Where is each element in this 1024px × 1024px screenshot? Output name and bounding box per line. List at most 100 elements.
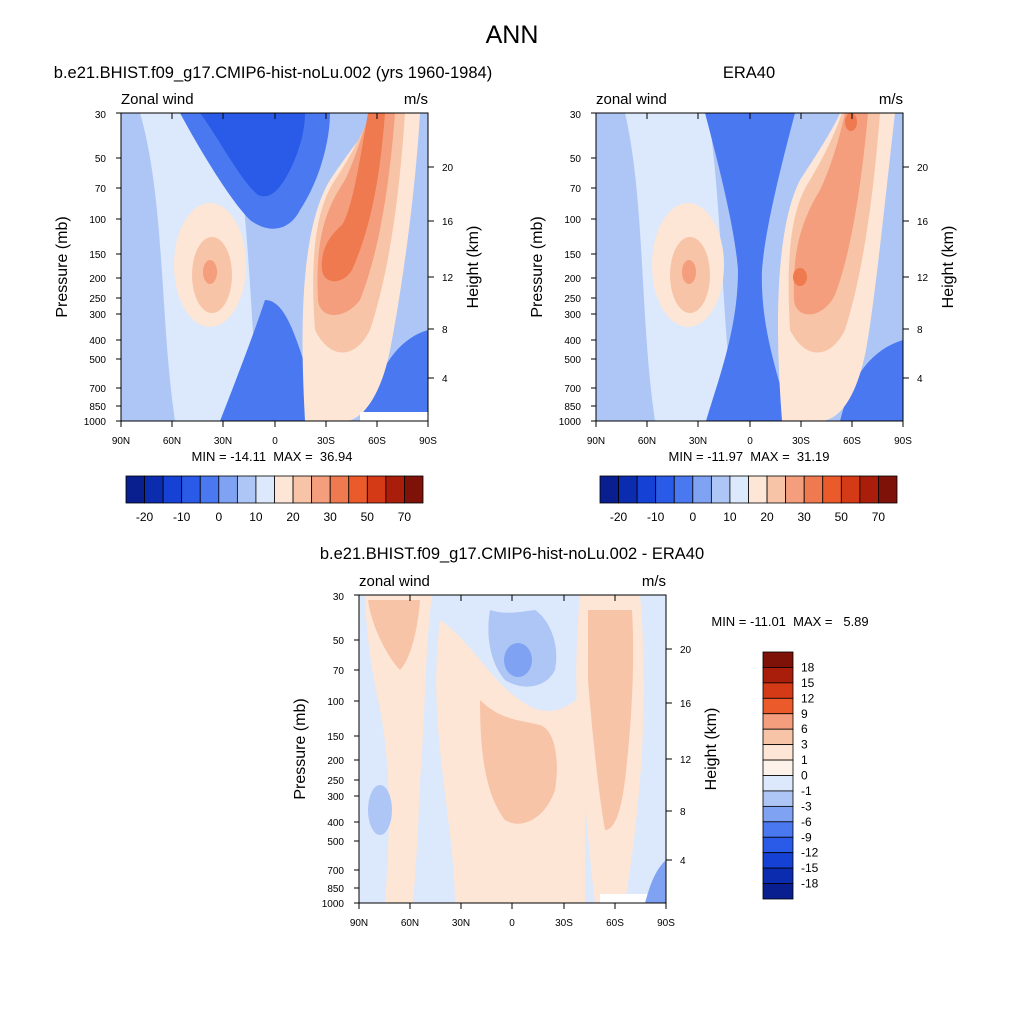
x-tick-label: 30S [792, 436, 810, 447]
colorbar-label: -3 [801, 799, 812, 813]
y-tick-label: 300 [564, 310, 581, 321]
y-tick-label: 500 [327, 837, 344, 848]
y-axis-ticks: 30 50 70 100 150 200 250 300 400 500 700… [559, 110, 596, 428]
x-axis-ticks: 90N 60N 30N 0 30S 60S 90S [112, 113, 437, 447]
colorbar-swatch [274, 475, 294, 504]
colorbar-label: -6 [801, 815, 812, 829]
x-tick-label: 0 [272, 436, 278, 447]
jet-south-core [793, 268, 807, 286]
colorbar-swatch [762, 836, 794, 854]
y2-tick-label: 4 [680, 856, 686, 867]
colorbar-label: -12 [801, 846, 819, 860]
colorbar-swatch [762, 883, 794, 900]
y-tick-label: 70 [95, 184, 107, 195]
y-tick-label: 1000 [559, 417, 582, 428]
polar-east-region [840, 340, 903, 421]
jet-south-core [321, 113, 385, 282]
y-tick-label: 400 [564, 336, 581, 347]
y-tick-label: 30 [95, 110, 107, 121]
x-axis-ticks: 90N 60N 30N 0 30S 60S 90S [350, 595, 675, 929]
panel-difference: b.e21.BHIST.f09_g17.CMIP6-hist-noLu.002 … [292, 545, 869, 929]
colorbar-swatch [729, 475, 749, 504]
colorbar-swatch [655, 475, 675, 504]
west-positive-core [368, 600, 420, 670]
y2-tick-label: 8 [442, 325, 448, 336]
y2-axis-label: Height (km) [465, 226, 482, 309]
y-tick-label: 200 [327, 756, 344, 767]
x-tick-label: 90S [657, 918, 675, 929]
colorbar-swatch [673, 475, 694, 504]
colorbar-swatch [762, 713, 794, 730]
colorbar-swatch [692, 475, 712, 504]
x-tick-label: 30S [555, 918, 573, 929]
y-tick-label: 400 [89, 336, 106, 347]
colorbar-label: 0 [801, 769, 808, 783]
panel-title: b.e21.BHIST.f09_g17.CMIP6-hist-noLu.002 … [320, 545, 704, 563]
y2-tick-marks [428, 166, 434, 379]
colorbar-swatch [404, 475, 424, 504]
y-tick-marks [354, 594, 359, 904]
colorbar-swatch [878, 475, 898, 504]
colorbar-label: -20 [610, 510, 628, 524]
x-tick-label: 90N [587, 436, 605, 447]
x-axis-ticks: 90N 60N 30N 0 30S 60S 90S [587, 113, 912, 447]
equatorial-easterly [705, 113, 795, 421]
y-tick-label: 100 [89, 215, 106, 226]
y-tick-label: 850 [89, 402, 106, 413]
x-tick-label: 0 [747, 436, 753, 447]
west-positive-band [365, 595, 432, 903]
panel-title: b.e21.BHIST.f09_g17.CMIP6-hist-noLu.002 … [54, 64, 492, 82]
colorbar-label: 12 [801, 691, 815, 705]
y-tick-label: 850 [327, 884, 344, 895]
x-tick-label: 60S [843, 436, 861, 447]
right-label: m/s [879, 91, 903, 108]
y2-axis-label: Height (km) [703, 708, 720, 791]
colorbar-label: 50 [835, 510, 849, 524]
colorbar-label: 9 [801, 707, 808, 721]
y-tick-label: 150 [327, 732, 344, 743]
colorbar-swatch [762, 682, 794, 699]
y2-tick-label: 20 [917, 163, 929, 174]
x-tick-label: 30S [317, 436, 335, 447]
y-tick-label: 250 [89, 294, 106, 305]
missing-data [360, 412, 428, 421]
colorbar-swatch [762, 805, 794, 823]
x-tick-label: 60N [163, 436, 181, 447]
colorbar-swatch [766, 475, 787, 504]
y-axis-ticks: 30 50 70 100 150 200 250 300 400 500 700… [322, 592, 359, 910]
y-tick-label: 300 [89, 310, 106, 321]
y-axis-ticks: 30 50 70 100 150 200 250 300 400 500 700… [84, 110, 121, 428]
y2-tick-label: 8 [917, 325, 923, 336]
colorbar-swatch [710, 475, 731, 504]
colorbar-swatch [255, 475, 275, 504]
y-tick-label: 30 [333, 592, 345, 603]
colorbar-swatch [292, 475, 313, 504]
colorbar-label: 50 [361, 510, 375, 524]
contour-field [596, 113, 903, 421]
x-tick-label: 60N [638, 436, 656, 447]
y2-tick-label: 8 [680, 807, 686, 818]
negative-core [504, 643, 532, 677]
colorbar-swatch [144, 475, 164, 504]
y-tick-label: 200 [89, 274, 106, 285]
y2-tick-label: 20 [442, 163, 454, 174]
y2-tick-label: 16 [917, 217, 929, 228]
y-tick-label: 200 [564, 274, 581, 285]
x-tick-label: 30N [689, 436, 707, 447]
y-tick-label: 70 [333, 666, 345, 677]
figure-title: ANN [486, 21, 539, 49]
contour-field [359, 595, 666, 903]
colorbar-swatch [199, 475, 220, 504]
x-tick-label: 30N [452, 918, 470, 929]
colorbar-label: 10 [249, 510, 263, 524]
y2-tick-marks [903, 166, 909, 379]
colorbar-label: 0 [215, 510, 222, 524]
jet-south-top [845, 113, 857, 131]
colorbar-swatch [762, 759, 794, 776]
polar-negative-patch [645, 860, 666, 903]
colorbar-swatch [762, 728, 794, 746]
jet-north-core [203, 260, 217, 284]
x-tick-label: 90N [112, 436, 130, 447]
